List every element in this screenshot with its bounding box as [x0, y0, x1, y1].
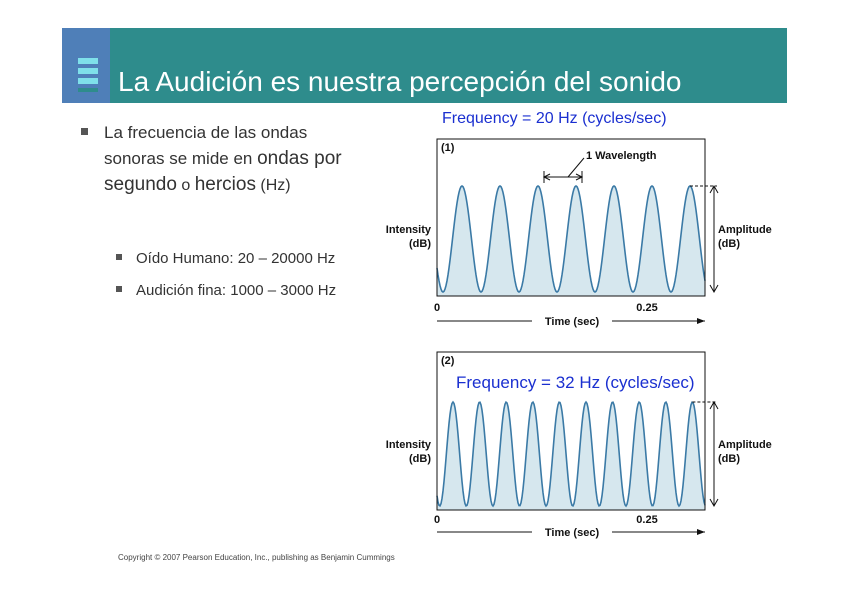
- time-arrowhead: [697, 318, 705, 324]
- sub-bullet: Audición fina: 1000 – 3000 Hz: [136, 282, 336, 299]
- header-icon: [78, 58, 98, 92]
- wave-fill: [437, 186, 705, 296]
- arrowheads: [709, 400, 719, 508]
- y-axis-label: (dB): [409, 453, 431, 465]
- figure-frame: [436, 351, 706, 511]
- wave: [436, 400, 706, 508]
- y-axis-label: Intensity: [386, 224, 432, 236]
- figure-number: (1): [441, 142, 455, 154]
- sub-bullet-marker: [116, 254, 122, 260]
- sub-bullet-marker: [116, 286, 122, 292]
- header-bar: [62, 28, 787, 103]
- sub-bullet: Oído Humano: 20 – 20000 Hz: [136, 250, 335, 267]
- x-tick-label: 0: [434, 514, 440, 526]
- amplitude-label: (dB): [718, 453, 740, 465]
- figure-frame: [436, 138, 706, 297]
- frequency-label: Frequency = 20 Hz (cycles/sec): [442, 110, 667, 127]
- x-tick-label: 0.25: [636, 302, 657, 314]
- y-axis-label: Intensity: [386, 439, 432, 451]
- wave-fill: [437, 402, 705, 510]
- x-axis-label: Time (sec): [545, 527, 600, 539]
- bullet-line: sonoras se mide en ondas por: [104, 148, 342, 169]
- y-axis-label: (dB): [409, 238, 431, 250]
- wavelength-arrow: [542, 157, 585, 183]
- x-tick-label: 0: [434, 302, 440, 314]
- amplitude-label: Amplitude: [718, 439, 772, 451]
- bullet-line: La frecuencia de las ondas: [104, 123, 307, 142]
- wavelength-label: 1 Wavelength: [586, 150, 657, 162]
- time-arrowhead: [697, 529, 705, 535]
- x-tick-label: 0.25: [636, 514, 657, 526]
- amplitude-label: Amplitude: [718, 224, 772, 236]
- bullet-marker: [81, 128, 88, 135]
- arrowheads: [709, 184, 719, 294]
- wave: [436, 185, 706, 293]
- slide-title: La Audición es nuestra percepción del so…: [118, 66, 682, 97]
- bullet-line: segundo o hercios (Hz): [104, 174, 291, 195]
- copyright: Copyright © 2007 Pearson Education, Inc.…: [118, 553, 395, 562]
- amplitude-label: (dB): [718, 238, 740, 250]
- figure-number: (2): [441, 355, 455, 367]
- frequency-label: Frequency = 32 Hz (cycles/sec): [456, 373, 695, 392]
- x-axis-label: Time (sec): [545, 316, 600, 328]
